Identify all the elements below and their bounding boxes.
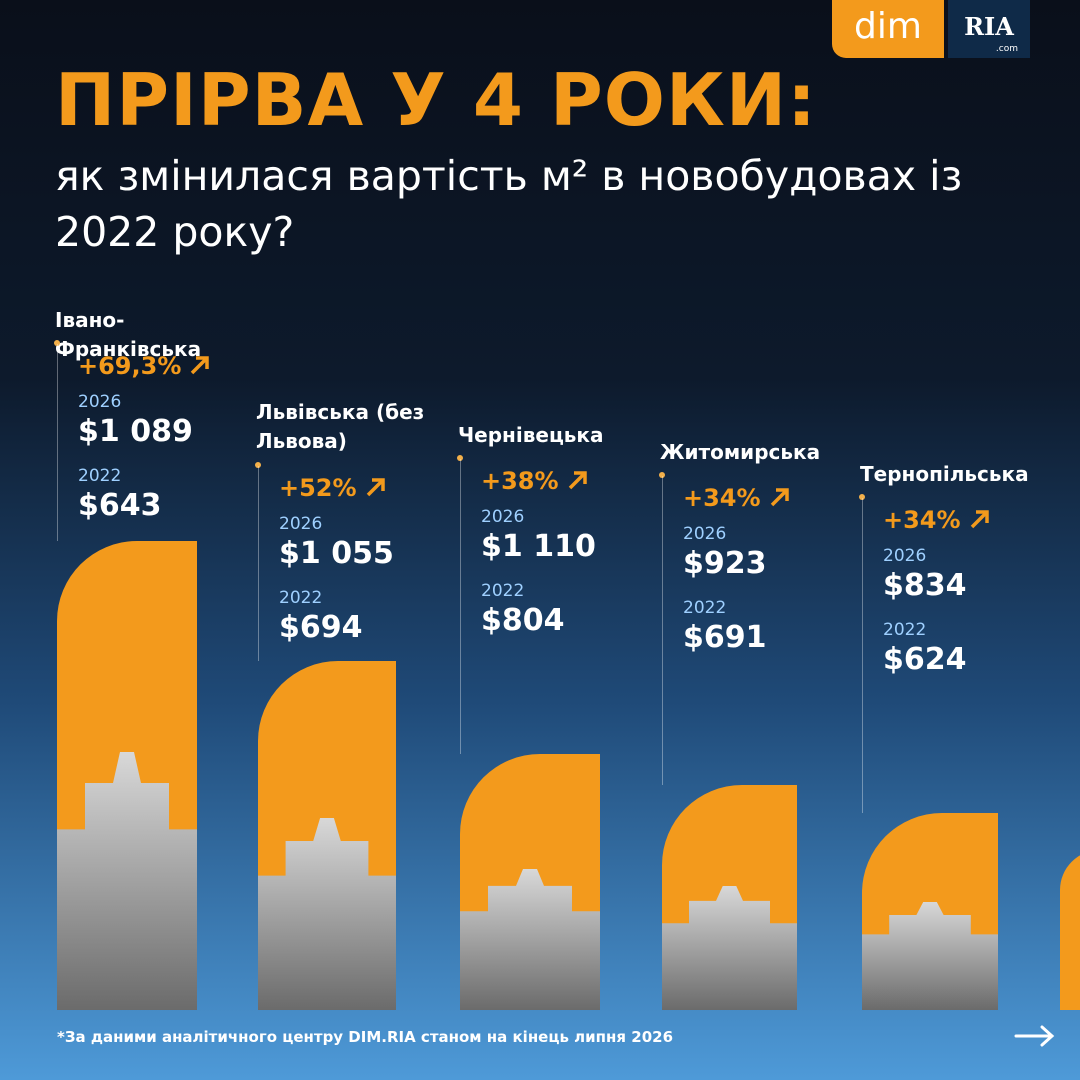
region-name: Тернопільська xyxy=(860,462,1029,486)
year-old: 2022 xyxy=(279,588,323,608)
price-old: $643 xyxy=(78,488,162,523)
subtitle: як змінилася вартість м² в новобудовах і… xyxy=(55,152,963,256)
up-arrow xyxy=(191,356,210,375)
region-name: Івано-Франківська xyxy=(55,308,202,361)
price-new: $923 xyxy=(683,546,767,581)
price-new: $1 110 xyxy=(481,529,596,564)
year-old: 2022 xyxy=(883,620,927,640)
footnote: *За даними аналітичного центру DIM.RIA с… xyxy=(57,1028,674,1046)
price-old: $694 xyxy=(279,610,363,645)
price-old: $691 xyxy=(683,620,767,655)
decor-bar xyxy=(1060,850,1080,1010)
building-card xyxy=(662,785,797,1010)
region-name: Чернівецька xyxy=(458,423,604,447)
change: +34% xyxy=(883,506,991,534)
building-card xyxy=(57,541,197,1010)
dot xyxy=(457,455,463,461)
up-arrow xyxy=(366,478,385,497)
change: +52% xyxy=(279,474,387,502)
up-arrow xyxy=(770,488,789,507)
guide-line xyxy=(862,498,863,813)
partner-name: RIA xyxy=(964,12,1014,41)
building-card xyxy=(258,661,396,1010)
building-card xyxy=(460,754,600,1010)
logo: dim xyxy=(832,0,944,58)
change: +69,3% xyxy=(78,352,211,380)
building xyxy=(57,752,197,1010)
price-old: $804 xyxy=(481,603,565,638)
guide-line xyxy=(258,466,259,661)
year-new: 2026 xyxy=(78,392,122,412)
guide-line xyxy=(662,476,663,785)
region-name: Житомирська xyxy=(660,440,821,464)
price-old: $624 xyxy=(883,642,967,677)
price-new: $834 xyxy=(883,568,967,603)
change: +38% xyxy=(481,467,589,495)
price-new: $1 055 xyxy=(279,536,394,571)
next-arrow xyxy=(1014,1025,1055,1047)
dot xyxy=(54,340,60,346)
year-new: 2026 xyxy=(481,507,525,527)
dot xyxy=(255,462,261,468)
building xyxy=(662,886,797,1010)
partner-domain: .com xyxy=(995,44,1018,54)
guide-line xyxy=(460,459,461,754)
year-new: 2026 xyxy=(883,546,927,566)
year-old: 2022 xyxy=(481,581,525,601)
up-arrow xyxy=(568,471,587,490)
year-old: 2022 xyxy=(78,466,122,486)
change: +34% xyxy=(683,484,791,512)
dot xyxy=(859,494,865,500)
guide-line xyxy=(57,344,58,541)
year-old: 2022 xyxy=(683,598,727,618)
price-new: $1 089 xyxy=(78,414,193,449)
building xyxy=(862,902,998,1010)
building xyxy=(258,818,396,1010)
year-new: 2026 xyxy=(683,524,727,544)
building xyxy=(460,869,600,1010)
building-card xyxy=(862,813,998,1010)
up-arrow xyxy=(970,510,989,529)
title: ПРІРВА У 4 РОКИ: xyxy=(55,58,817,142)
year-new: 2026 xyxy=(279,514,323,534)
region-name: Львівська (без Львова) xyxy=(256,400,425,453)
partner-logo: RIA .com xyxy=(948,0,1030,58)
dot xyxy=(659,472,665,478)
